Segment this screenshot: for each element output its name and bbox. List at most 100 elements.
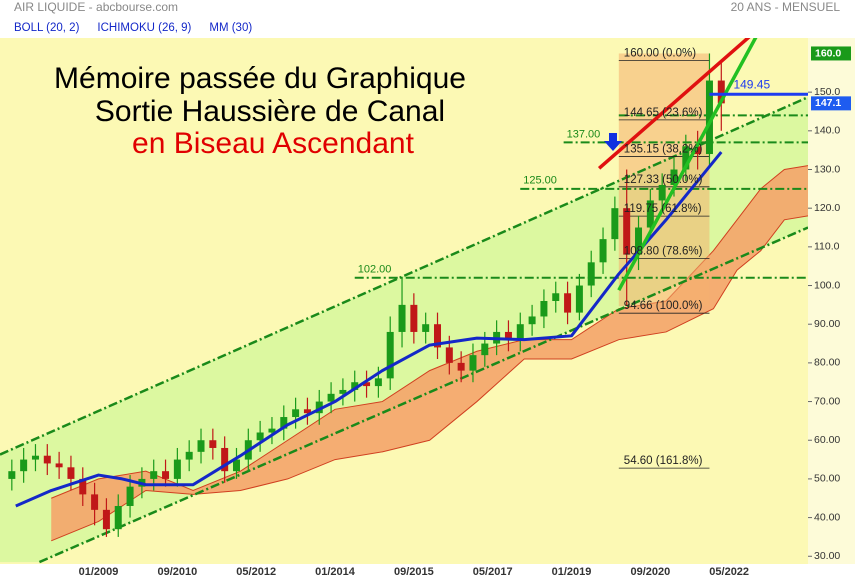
fibonacci-label: 160.00 (0.0%) <box>624 48 696 60</box>
candle-body <box>315 401 323 414</box>
chart-title: AIR LIQUIDE - abcbourse.com <box>14 0 178 14</box>
candle-body <box>717 80 725 104</box>
level-label: 102.00 <box>358 264 392 276</box>
candle-body <box>185 451 193 460</box>
candle-body <box>268 428 276 433</box>
y-tick-label: 120.0 <box>814 202 840 214</box>
candle-body <box>469 355 477 371</box>
candle-body <box>256 432 264 441</box>
candle-body <box>623 208 631 255</box>
candle-body <box>351 382 359 390</box>
price-tag <box>811 46 851 61</box>
x-tick-label: 09/2015 <box>394 566 434 578</box>
price-tag-label: 160.0 <box>815 47 841 59</box>
candle-body <box>221 447 229 472</box>
wedge-line <box>597 38 751 170</box>
candle-body <box>410 304 418 332</box>
candle-body <box>552 293 560 301</box>
candle-body <box>280 417 288 429</box>
legend-entry: BOLL (20, 2) <box>14 22 80 34</box>
candle-body <box>197 440 205 452</box>
level-label: 137.00 <box>567 128 601 140</box>
candle-body <box>150 471 158 479</box>
candle-body <box>67 467 75 479</box>
y-tick-label: 140.0 <box>814 125 840 137</box>
fibonacci-label: 135.15 (38.2%) <box>624 144 703 156</box>
candle-body <box>102 509 110 530</box>
y-tick-label: 30.00 <box>814 550 840 562</box>
x-tick-label: 01/2014 <box>315 566 356 578</box>
candle-body <box>43 455 51 464</box>
candle-body <box>292 409 300 418</box>
legend-entry: MM (30) <box>209 22 252 34</box>
y-tick-label: 80.00 <box>814 357 840 369</box>
candle-body <box>682 146 690 170</box>
candle-body <box>528 316 536 325</box>
candle-body <box>162 471 170 479</box>
y-tick-label: 50.00 <box>814 473 840 485</box>
resistance-label: 149.45 <box>733 77 770 91</box>
fibonacci-label: 119.75 (61.8%) <box>624 203 702 215</box>
x-tick-label: 05/2017 <box>473 566 513 578</box>
candle-body <box>126 486 134 506</box>
candle-body <box>209 440 217 448</box>
candle-body <box>398 304 406 332</box>
chart-subtitle: 20 ANS - MENSUEL <box>731 0 841 14</box>
x-tick-label: 01/2009 <box>79 566 119 578</box>
annotation: Mémoire passée du Graphique <box>54 62 466 95</box>
candle-body <box>611 208 619 240</box>
x-tick-label: 05/2022 <box>709 566 749 578</box>
candle-body <box>79 478 87 495</box>
fibonacci-label: 127.33 (50.0%) <box>624 174 703 186</box>
wedge-line <box>617 38 758 292</box>
x-tick-label: 09/2020 <box>630 566 670 578</box>
candle-body <box>363 382 371 387</box>
candle-body <box>327 393 335 402</box>
y-tick-label: 60.00 <box>814 434 840 446</box>
fibonacci-label: 144.65 (23.6%) <box>624 107 703 119</box>
y-tick-label: 90.00 <box>814 318 840 330</box>
axis-background <box>808 38 855 564</box>
y-tick-label: 110.0 <box>814 241 840 253</box>
moving-average <box>15 151 723 508</box>
candle-body <box>374 378 382 387</box>
candle-body <box>481 343 489 356</box>
price-tag <box>811 96 851 111</box>
y-tick-label: 40.00 <box>814 511 840 523</box>
fibonacci-label: 54.60 (161.8%) <box>624 455 703 467</box>
candle-body <box>587 262 595 286</box>
plot-area <box>0 38 808 564</box>
candle-body <box>646 200 654 228</box>
candle-body <box>8 471 16 479</box>
legend-entry: ICHIMOKU (26, 9) <box>97 22 191 34</box>
annotation: Sortie Haussière de Canal <box>95 95 445 128</box>
x-tick-label: 09/2010 <box>157 566 197 578</box>
x-tick-label: 01/2019 <box>552 566 592 578</box>
candle-body <box>516 324 524 340</box>
candle-body <box>635 227 643 255</box>
candle-body <box>445 347 453 363</box>
candle-body <box>303 409 311 414</box>
annotation: en Biseau Ascendant <box>132 127 415 160</box>
candle-body <box>232 459 240 472</box>
candle-body <box>55 463 63 468</box>
y-tick-label: 130.0 <box>814 163 840 175</box>
candle-body <box>540 301 548 317</box>
candle-body <box>670 169 678 185</box>
candle-body <box>575 285 583 313</box>
candle-body <box>339 389 347 394</box>
channel-line <box>38 226 808 564</box>
candle-body <box>457 362 465 371</box>
candle-body <box>173 459 181 479</box>
arrow-icon <box>604 133 622 151</box>
y-tick-label: 70.00 <box>814 395 840 407</box>
y-tick-label: 150.0 <box>814 86 840 98</box>
fibonacci-label: 94.66 (100.0%) <box>624 300 703 312</box>
candle-body <box>31 455 39 460</box>
candle-body <box>114 505 122 530</box>
level-label: 125.00 <box>523 175 557 187</box>
candle-body <box>705 80 713 155</box>
price-tag-label: 147.1 <box>815 97 841 109</box>
candle-body <box>658 184 666 201</box>
